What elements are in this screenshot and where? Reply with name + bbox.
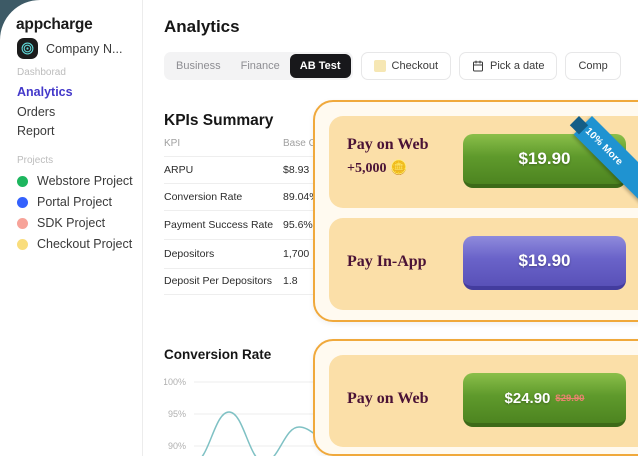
svg-text:100%: 100% (164, 377, 186, 387)
svg-text:90%: 90% (168, 441, 186, 451)
svg-text:95%: 95% (168, 409, 186, 419)
